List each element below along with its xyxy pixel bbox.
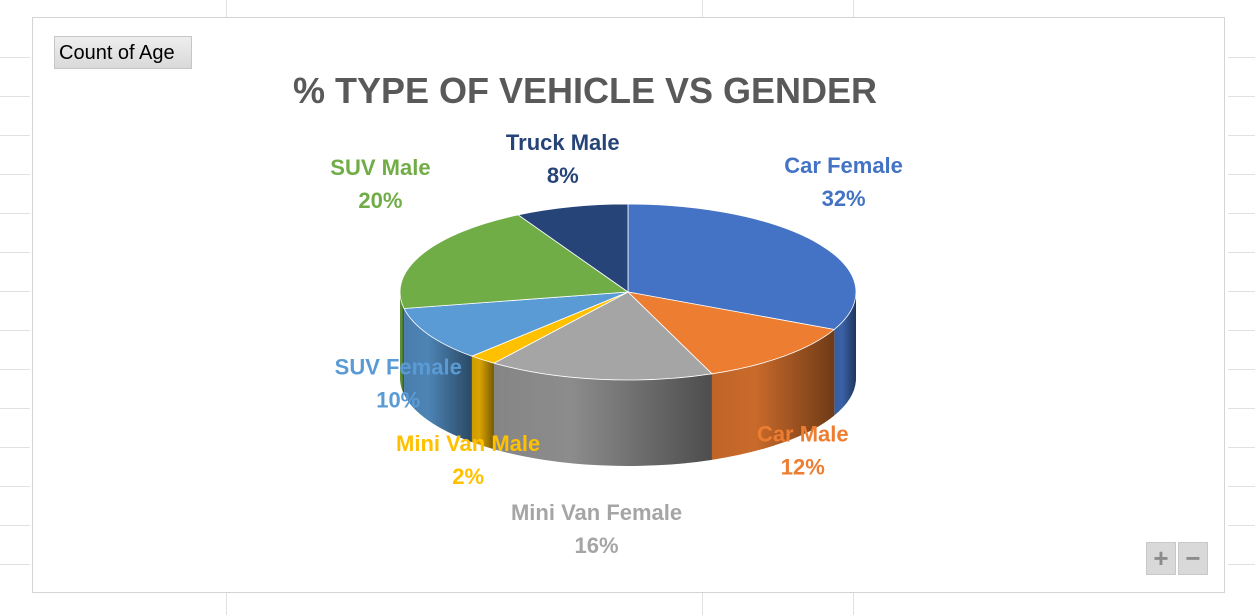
- pie-side-shade-mini-van-male: [471, 356, 494, 450]
- pie-side-shade-suv-male: [400, 292, 405, 395]
- data-label-value-car-female: 32%: [822, 186, 866, 211]
- data-label-value-suv-male: 20%: [358, 188, 402, 213]
- pie-slice-suv-female[interactable]: [403, 291, 629, 357]
- data-label-category-mini-van-male: Mini Van Male: [396, 431, 540, 456]
- chart-title: % TYPE OF VEHICLE VS GENDER: [292, 70, 878, 111]
- pie-labels: Car Female 32% Car Male 12% Mini Van Female 1…: [330, 130, 903, 558]
- data-label-value-truck-male: 8%: [547, 163, 579, 188]
- pie-side-shade-suv-female: [404, 308, 472, 443]
- count-of-age-field-button[interactable]: Count of Age: [54, 36, 192, 69]
- pie-side-shade-mini-van-female: [493, 363, 712, 466]
- pie-sides: [400, 292, 856, 466]
- data-label-category-truck-male: Truck Male: [506, 130, 620, 155]
- pie-side-shade-car-female: [834, 292, 856, 416]
- pie-side-shade-car-male: [711, 329, 835, 460]
- data-label-category-suv-female: SUV Female: [335, 354, 462, 379]
- data-label-value-suv-female: 10%: [376, 387, 420, 412]
- data-label-category-car-male: Car Male: [757, 421, 849, 446]
- pie-slice-suv-male[interactable]: [399, 214, 630, 309]
- data-label-category-suv-male: SUV Male: [330, 155, 430, 180]
- data-label-value-mini-van-female: 16%: [575, 533, 619, 558]
- pie-slice-truck-male[interactable]: [517, 203, 629, 293]
- data-label-category-car-female: Car Female: [784, 153, 903, 178]
- zoom-in-button[interactable]: +: [1146, 542, 1176, 575]
- zoom-out-button[interactable]: −: [1178, 542, 1208, 575]
- pie-slice-car-male[interactable]: [626, 291, 836, 375]
- pie-slice-mini-van-female[interactable]: [492, 291, 713, 381]
- data-label-category-mini-van-female: Mini Van Female: [511, 500, 682, 525]
- data-label-value-mini-van-male: 2%: [452, 464, 484, 489]
- pie-tops: [399, 203, 857, 381]
- pie-slice-car-female[interactable]: [627, 203, 857, 330]
- data-label-value-car-male: 12%: [781, 454, 825, 479]
